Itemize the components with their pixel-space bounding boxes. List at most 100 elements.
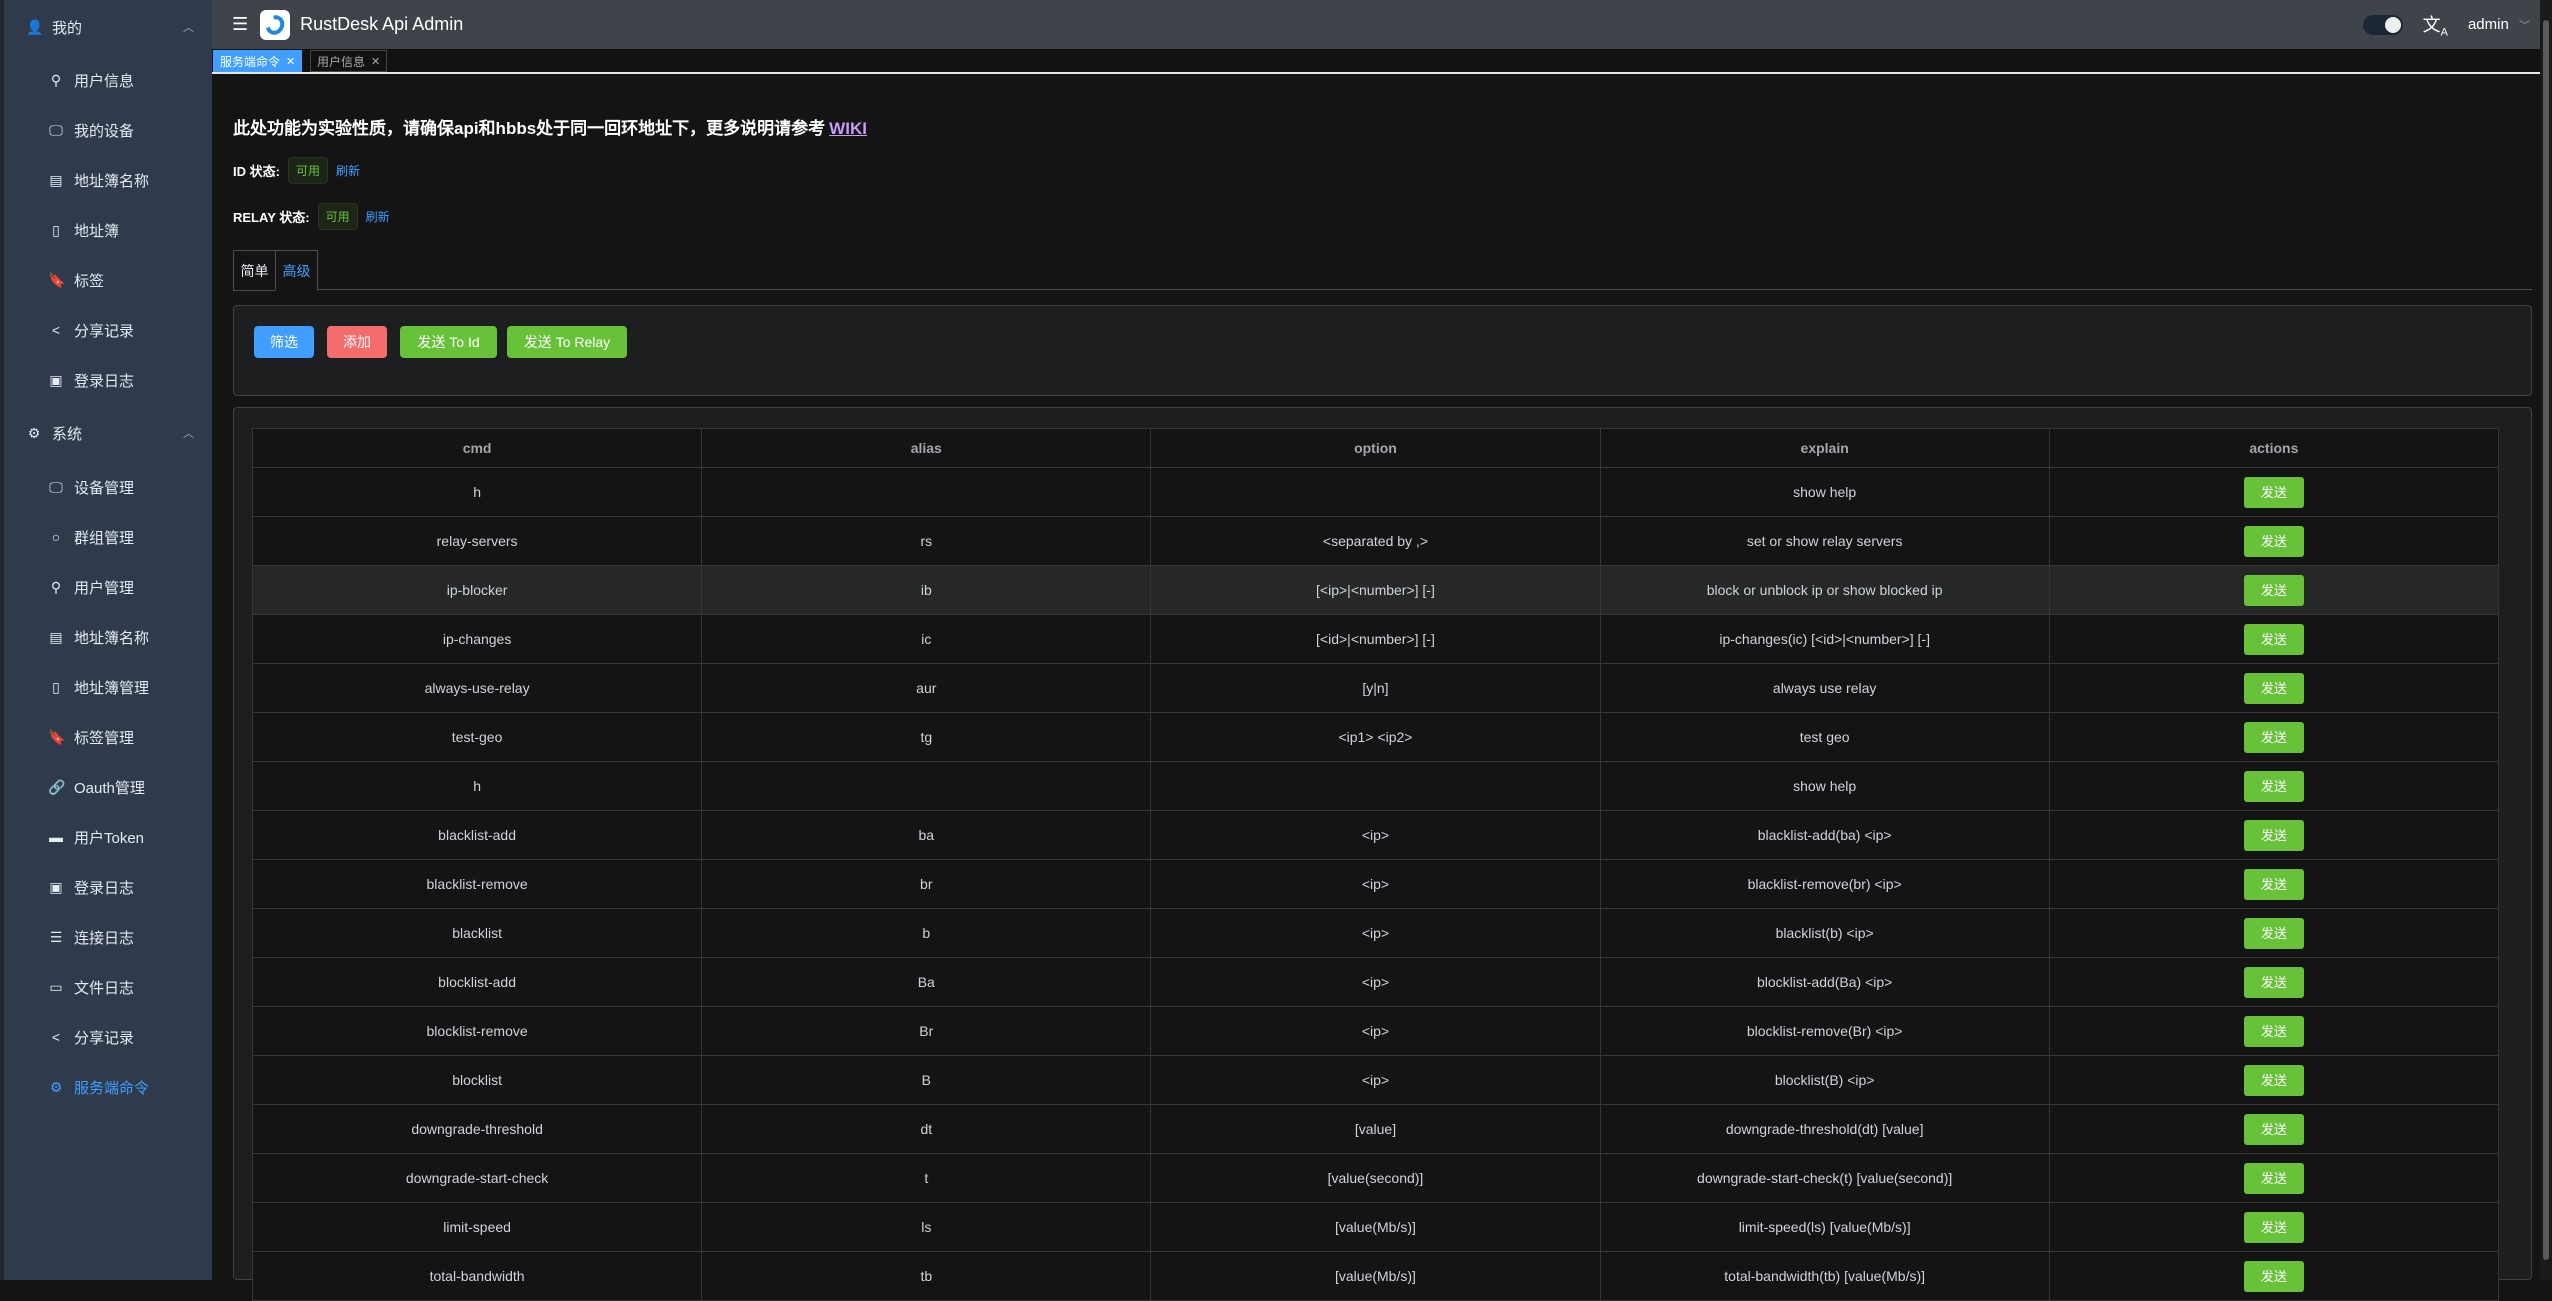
- page-scrollbar[interactable]: [2540, 0, 2552, 1280]
- table-row: test-geo tg <ip1> <ip2> test geo 发送: [251, 712, 2500, 762]
- cell-actions: 发送: [2048, 957, 2500, 1007]
- cell-cmd: downgrade-start-check: [251, 1153, 703, 1203]
- sidebar-item[interactable]: 🔖 标签: [4, 260, 212, 300]
- dark-mode-toggle[interactable]: [2362, 14, 2403, 35]
- menu-toggle-icon[interactable]: ☰: [232, 14, 249, 34]
- sidebar-item[interactable]: ▭ 文件日志: [4, 967, 212, 1007]
- gear-icon: ⚙: [27, 424, 41, 441]
- cell-explain: blacklist-remove(br) <ip>: [1599, 859, 2050, 909]
- close-icon[interactable]: ✕: [286, 55, 296, 68]
- sidebar-item[interactable]: ○ 群组管理: [4, 517, 212, 557]
- send-button[interactable]: 发送: [2243, 525, 2304, 557]
- cell-option: <ip1> <ip2>: [1150, 712, 1601, 762]
- cell-option: <ip>: [1150, 859, 1601, 909]
- sidebar-item[interactable]: ⚲ 用户信息: [4, 60, 212, 100]
- cell-explain: always use relay: [1599, 663, 2050, 713]
- sidebar-item[interactable]: ▤ 地址簿名称: [4, 160, 212, 200]
- table-row: limit-speed ls [value(Mb/s)] limit-speed(ls…: [251, 1202, 2500, 1252]
- cell-cmd: blacklist: [251, 908, 703, 958]
- cell-explain: ip-changes(ic) [<id>|<number>] [-]: [1599, 614, 2050, 664]
- monitor-icon: 🖵: [49, 121, 63, 138]
- refresh-link[interactable]: 刷新: [365, 210, 390, 224]
- chevron-up-icon: ︿: [183, 22, 194, 34]
- sidebar-group-my[interactable]: 👤 我的 ︿: [4, 7, 212, 47]
- send-button[interactable]: 发送: [2243, 1064, 2304, 1096]
- sidebar-item[interactable]: ▤ 地址簿名称: [4, 617, 212, 657]
- filter-button[interactable]: 筛选: [254, 326, 314, 358]
- sidebar-item-label: 地址簿名称: [74, 629, 150, 647]
- app-title: RustDesk Api Admin: [300, 14, 464, 34]
- sidebar-item[interactable]: < 分享记录: [4, 1017, 212, 1057]
- send-button[interactable]: 发送: [2243, 770, 2304, 802]
- user-menu[interactable]: admin ﹀: [2468, 16, 2530, 33]
- cell-alias: dt: [701, 1104, 1152, 1154]
- send-button[interactable]: 发送: [2243, 868, 2304, 900]
- clipboard-icon: ▣: [49, 878, 63, 895]
- sidebar-group-system[interactable]: ⚙ 系统 ︿: [4, 413, 212, 453]
- user-outline-icon: ⚲: [50, 578, 62, 595]
- table-row: blocklist B <ip> blocklist(B) <ip> 发送: [251, 1055, 2500, 1105]
- sidebar-item[interactable]: ▬ 用户Token: [4, 817, 212, 857]
- send-button[interactable]: 发送: [2243, 476, 2304, 508]
- send-button[interactable]: 发送: [2243, 672, 2304, 704]
- tab-advanced[interactable]: 高级: [275, 250, 318, 291]
- add-button[interactable]: 添加: [327, 326, 387, 358]
- sidebar-item[interactable]: ▯ 地址簿管理: [4, 667, 212, 707]
- status-label: ID 状态:: [233, 164, 280, 179]
- cell-alias: aur: [701, 663, 1152, 713]
- sidebar-item[interactable]: 🖵 设备管理: [4, 467, 212, 507]
- gear-icon: ⚙: [49, 1078, 63, 1095]
- send-button[interactable]: 发送: [2243, 1162, 2304, 1194]
- sidebar-item[interactable]: 🔖 标签管理: [4, 717, 212, 757]
- page-tab-server-command[interactable]: 服务端命令 ✕: [213, 50, 303, 72]
- send-button[interactable]: 发送: [2243, 1113, 2304, 1145]
- cell-actions: 发送: [2048, 565, 2500, 615]
- send-button[interactable]: 发送: [2243, 819, 2304, 851]
- send-to-id-button[interactable]: 发送 To Id: [400, 326, 497, 358]
- sidebar-item[interactable]: ▣ 登录日志: [4, 360, 212, 400]
- page-tab-user-info[interactable]: 用户信息 ✕: [310, 50, 388, 72]
- sidebar-item[interactable]: ☰ 连接日志: [4, 917, 212, 957]
- send-button[interactable]: 发送: [2243, 1015, 2304, 1047]
- cell-actions: 发送: [2048, 516, 2500, 566]
- sidebar-item[interactable]: 🖵 我的设备: [4, 110, 212, 150]
- sidebar-item[interactable]: < 分享记录: [4, 310, 212, 350]
- table-row: blocklist-add Ba <ip> blocklist-add(Ba) <ip…: [251, 957, 2500, 1007]
- send-button[interactable]: 发送: [2243, 623, 2304, 655]
- cell-option: [value(Mb/s)]: [1150, 1251, 1601, 1301]
- column-header: cmd: [251, 428, 703, 468]
- send-button[interactable]: 发送: [2243, 721, 2304, 753]
- cell-alias: ic: [701, 614, 1152, 664]
- sidebar-item[interactable]: ⚙ 服务端命令: [4, 1067, 212, 1107]
- send-button[interactable]: 发送: [2243, 1211, 2304, 1243]
- chevron-up-icon: ︿: [183, 428, 194, 440]
- chevron-down-icon: ﹀: [2519, 20, 2530, 32]
- column-header: option: [1150, 428, 1601, 468]
- send-button[interactable]: 发送: [2243, 966, 2304, 998]
- cell-explain: downgrade-threshold(dt) [value]: [1599, 1104, 2050, 1154]
- sidebar-item[interactable]: ⚲ 用户管理: [4, 567, 212, 607]
- send-to-relay-button[interactable]: 发送 To Relay: [507, 326, 627, 358]
- send-button[interactable]: 发送: [2243, 917, 2304, 949]
- scrollbar-thumb[interactable]: [2543, 20, 2549, 1260]
- translate-icon[interactable]: 文A: [2422, 14, 2448, 39]
- sidebar-item[interactable]: ▯ 地址簿: [4, 210, 212, 250]
- cell-alias: b: [701, 908, 1152, 958]
- cell-option: [<ip>|<number>] [-]: [1150, 565, 1601, 615]
- cell-option: <ip>: [1150, 1055, 1601, 1105]
- send-button[interactable]: 发送: [2243, 574, 2304, 606]
- cell-actions: 发送: [2048, 614, 2500, 664]
- wiki-link[interactable]: WIKI: [829, 119, 867, 138]
- book-icon: ▤: [49, 628, 63, 645]
- cell-explain: blocklist-add(Ba) <ip>: [1599, 957, 2050, 1007]
- tab-simple[interactable]: 简单: [233, 250, 276, 291]
- command-table: cmd alias option explain actions h show help 发送…: [251, 428, 2500, 1301]
- cell-explain: limit-speed(ls) [value(Mb/s)]: [1599, 1202, 2050, 1252]
- refresh-link[interactable]: 刷新: [335, 164, 360, 178]
- sidebar-item[interactable]: 🔗 Oauth管理: [4, 767, 212, 807]
- sidebar-item[interactable]: ▣ 登录日志: [4, 867, 212, 907]
- send-button[interactable]: 发送: [2243, 1260, 2304, 1292]
- close-icon[interactable]: ✕: [371, 55, 381, 68]
- cell-cmd: blocklist-add: [251, 957, 703, 1007]
- cell-explain: total-bandwidth(tb) [value(Mb/s)]: [1599, 1251, 2050, 1301]
